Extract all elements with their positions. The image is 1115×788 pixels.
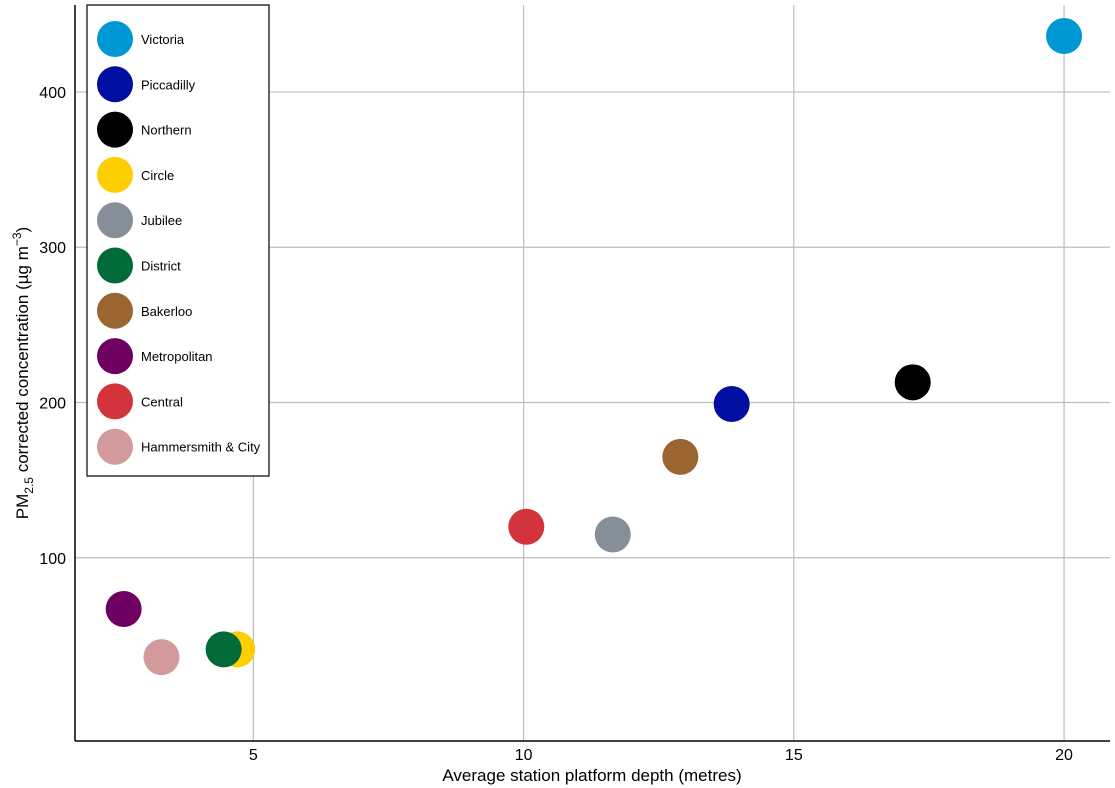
- y-axis-title-middle: corrected concentration (µg m: [13, 246, 32, 477]
- data-point-victoria: [1046, 18, 1083, 55]
- axes: [74, 5, 1110, 742]
- data-point-central: [508, 508, 545, 545]
- data-point-piccadilly: [713, 386, 750, 423]
- legend-label: Bakerloo: [141, 304, 192, 319]
- data-point-jubilee: [594, 516, 631, 553]
- data-point-northern: [894, 364, 931, 401]
- data-point-district: [205, 631, 242, 668]
- legend-items: Victoria Piccadilly Northern Circle Jubilee D…: [97, 21, 261, 465]
- legend-swatch: [97, 111, 133, 148]
- legend-swatch: [97, 21, 133, 57]
- legend-label: Circle: [141, 168, 174, 183]
- data-point-metropolitan: [105, 591, 142, 628]
- legend-label: Hammersmith & City: [141, 440, 261, 455]
- y-tick-label: 200: [39, 396, 66, 413]
- y-axis-title-prefix: PM: [13, 494, 32, 520]
- x-tick-labels: 5 10 15 20: [249, 747, 1073, 764]
- y-axis-title-subscript: 2.5: [22, 477, 36, 494]
- legend-swatch: [97, 292, 133, 329]
- legend-swatch: [97, 247, 133, 284]
- legend-label: Piccadilly: [141, 77, 196, 92]
- legend-swatch: [97, 202, 133, 239]
- data-point-bakerloo: [662, 438, 699, 475]
- x-axis-title: Average station platform depth (metres): [442, 766, 741, 785]
- y-tick-labels: 100 200 300 400: [39, 85, 66, 568]
- legend-swatch: [97, 428, 133, 465]
- y-axis-title: PM2.5 corrected concentration (µg m−3): [10, 227, 36, 519]
- legend-swatch: [97, 338, 133, 375]
- legend-label: Northern: [141, 123, 192, 138]
- data-points: [105, 18, 1083, 676]
- y-axis-title-suffix: ): [13, 227, 32, 233]
- y-tick-label: 300: [39, 240, 66, 257]
- legend-swatch: [97, 383, 133, 420]
- legend-label: Central: [141, 394, 183, 409]
- x-tick-label: 20: [1055, 747, 1073, 764]
- legend-label: District: [141, 259, 181, 274]
- x-tick-label: 15: [785, 747, 803, 764]
- data-point-hammersmith-city: [143, 639, 180, 676]
- legend-label: Metropolitan: [141, 349, 213, 364]
- y-axis-title-superscript: −3: [10, 232, 24, 246]
- y-tick-label: 100: [39, 551, 66, 568]
- y-tick-label: 400: [39, 85, 66, 102]
- x-tick-label: 5: [249, 747, 258, 764]
- legend-swatch: [97, 156, 133, 193]
- x-tick-label: 10: [515, 747, 533, 764]
- legend-label: Jubilee: [141, 213, 182, 228]
- legend-swatch: [97, 66, 133, 103]
- legend-label: Victoria: [141, 32, 185, 47]
- legend: Victoria Piccadilly Northern Circle Jubilee D…: [86, 4, 270, 477]
